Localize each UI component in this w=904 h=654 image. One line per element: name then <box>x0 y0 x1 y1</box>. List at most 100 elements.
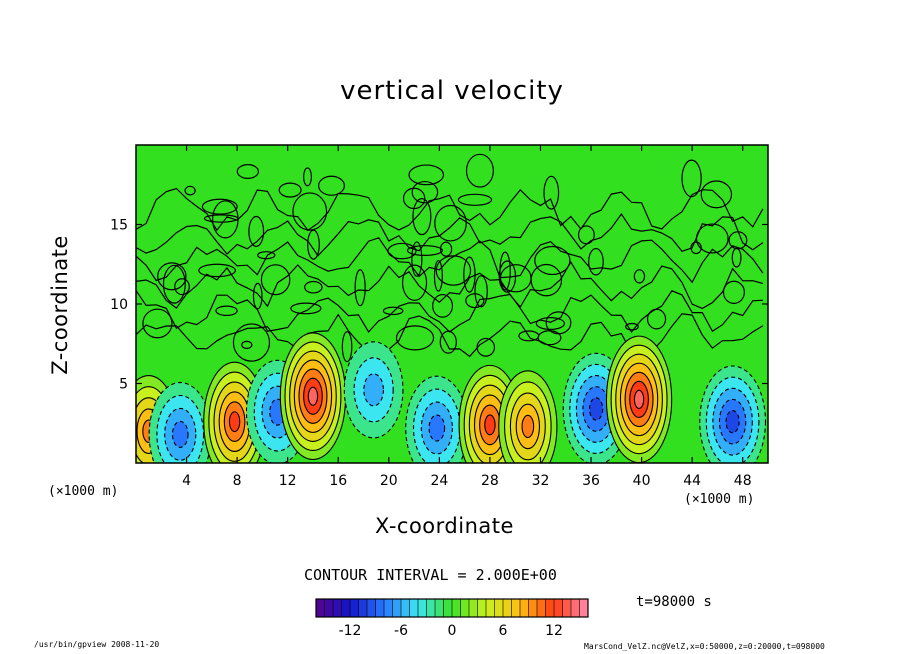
contour-line <box>201 198 238 215</box>
cell-contour <box>484 414 496 436</box>
contour-line <box>318 175 345 196</box>
cell-contour <box>521 414 535 439</box>
contour-interval-label: CONTOUR INTERVAL = 2.000E+00 <box>304 566 557 584</box>
x-tick-label: 20 <box>380 473 398 489</box>
contour-line <box>395 325 435 351</box>
contour-line <box>433 260 443 292</box>
contour-line <box>142 308 173 339</box>
contour-line <box>543 175 560 210</box>
x-axis-label: X-coordinate <box>375 514 514 538</box>
colorbar-swatch <box>367 599 376 617</box>
colorbar-swatch <box>562 599 572 617</box>
colorbar-swatch <box>579 599 589 617</box>
colorbar-swatch <box>316 599 325 617</box>
contour-line <box>174 278 190 296</box>
contour-line <box>303 167 313 187</box>
colorbar-swatch <box>392 599 402 617</box>
cell-contour <box>171 420 189 448</box>
contour-line <box>633 269 646 284</box>
contour-line <box>411 180 439 204</box>
time-label: t=98000 s <box>636 594 712 610</box>
colorbar-swatch <box>520 599 529 617</box>
cell-contour <box>428 414 446 442</box>
cell-contour <box>725 409 740 434</box>
colorbar-swatch <box>452 599 461 617</box>
contour-line <box>232 323 271 362</box>
colorbar-swatch <box>477 599 487 617</box>
chart-title: vertical velocity <box>340 76 564 106</box>
x-tick-label: 24 <box>430 473 448 489</box>
convective-cell <box>148 382 212 463</box>
colorbar-swatch <box>528 599 538 617</box>
upper-contours <box>136 153 764 363</box>
contour-line <box>545 311 572 335</box>
y-tick-label: 10 <box>110 297 128 313</box>
colorbar-swatch <box>341 599 351 617</box>
contour-line <box>534 245 571 276</box>
x-tick-label: 48 <box>734 473 752 489</box>
convective-cell <box>699 365 767 463</box>
contour-line <box>136 290 763 334</box>
contour-line <box>260 264 291 296</box>
contour-line <box>252 282 263 310</box>
convective-cell <box>405 375 469 463</box>
colorbar-tick-label: -12 <box>339 623 362 639</box>
x-tick-label: 4 <box>182 473 191 489</box>
contour-line <box>236 164 260 179</box>
x-tick-label: 16 <box>329 473 347 489</box>
y-tick-label: 15 <box>110 218 128 234</box>
colorbar-swatch <box>494 599 504 617</box>
colorbar-frame <box>315 598 589 618</box>
contour-line <box>382 306 404 316</box>
contour-line <box>406 245 443 256</box>
colorbar-tick-label: 0 <box>448 623 457 639</box>
plot-area <box>136 145 768 463</box>
convective-cell <box>279 332 347 461</box>
cell-contour <box>307 386 319 406</box>
x-tick-label: 32 <box>532 473 550 489</box>
convective-cell <box>605 335 673 463</box>
colorbar-swatch <box>554 599 563 617</box>
contour-line <box>411 241 423 277</box>
contour-line <box>278 182 302 198</box>
contour-line <box>136 313 764 360</box>
contour-line <box>304 280 323 294</box>
contour-line <box>215 305 238 316</box>
contour-line <box>290 302 322 315</box>
contour-line <box>248 215 265 248</box>
contour-line <box>535 317 566 330</box>
colorbar-swatch <box>537 599 546 617</box>
colorbar-swatch <box>545 599 555 617</box>
contour-line <box>408 164 445 186</box>
footer-command: /usr/bin/gpview 2008-11-20 <box>34 640 160 649</box>
convective-cell <box>343 341 404 439</box>
colorbar-swatch <box>571 599 580 617</box>
colorbar-tick-label: -6 <box>394 623 408 639</box>
colorbar-tick-label: 12 <box>545 623 563 639</box>
cell-contour <box>633 389 645 409</box>
colorbar-swatch <box>435 599 444 617</box>
contour-line <box>412 198 432 236</box>
colorbar-swatch <box>486 599 495 617</box>
x-tick-label: 44 <box>683 473 701 489</box>
contour-line <box>434 204 467 242</box>
contour-line <box>700 180 733 209</box>
contour-line <box>499 251 511 291</box>
colorbar-swatch <box>358 599 368 617</box>
cell-contour <box>228 411 241 433</box>
contour-line <box>162 264 186 304</box>
colorbar-swatch <box>503 599 512 617</box>
colorbar-swatch <box>469 599 478 617</box>
colorbar-swatch <box>324 599 334 617</box>
colorbar-swatch <box>460 599 470 617</box>
x-tick-label: 40 <box>633 473 651 489</box>
x-tick-label: 36 <box>582 473 600 489</box>
contour-line <box>518 330 540 342</box>
colorbar-swatch <box>333 599 342 617</box>
contour-line <box>184 185 196 196</box>
colorbar-swatch <box>426 599 436 617</box>
contour-line <box>463 256 476 293</box>
contour-line <box>136 212 764 257</box>
contour-line <box>465 293 485 309</box>
